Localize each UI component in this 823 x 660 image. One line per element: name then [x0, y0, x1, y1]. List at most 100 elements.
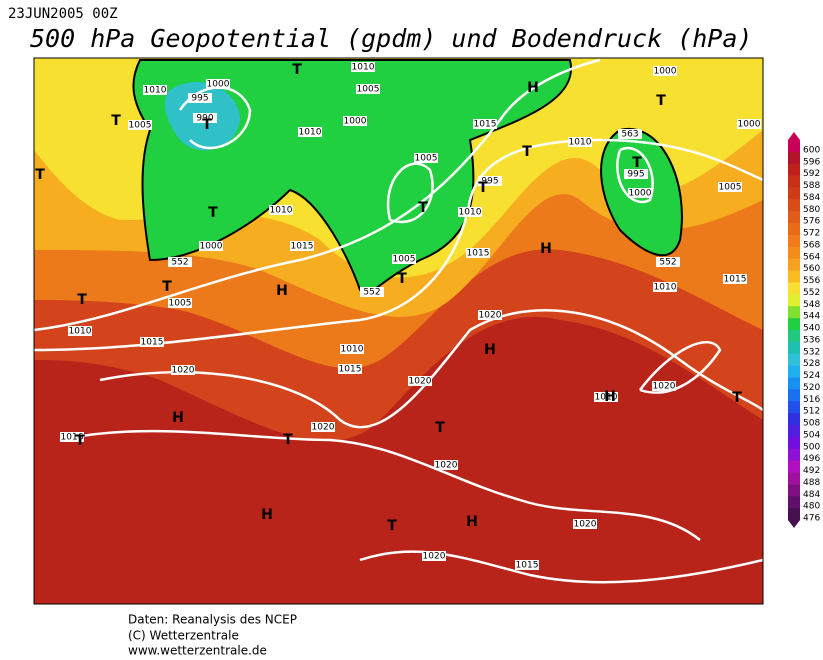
legend-label: 600	[803, 145, 820, 155]
legend-swatch	[788, 401, 800, 414]
map-frame	[33, 57, 764, 605]
legend-label: 504	[803, 430, 820, 440]
isobar-label: 1000	[200, 242, 223, 252]
pressure-center: T	[732, 390, 742, 406]
date: 23JUN2005 00Z	[8, 6, 118, 22]
isobar-label: 1010	[270, 206, 293, 216]
isobar-label: 1010	[654, 283, 677, 293]
pressure-center: T	[478, 180, 488, 196]
isobar-label: 1015	[724, 275, 747, 285]
pressure-center: T	[522, 144, 532, 160]
isobar-label: 1015	[516, 561, 539, 571]
legend-label: 536	[803, 335, 820, 345]
legend-cap	[788, 520, 800, 528]
label-box	[351, 62, 375, 72]
isobar-label: 1020	[653, 382, 676, 392]
label-box	[656, 257, 680, 267]
isobar-label: 1000	[629, 189, 652, 199]
legend-label: 544	[803, 312, 820, 322]
isobar-label: 1005	[169, 299, 192, 309]
isobar-label: 995	[627, 170, 644, 180]
label-box	[298, 127, 322, 137]
isobar-label: 1015	[474, 120, 497, 130]
legend-swatch	[788, 330, 800, 343]
legend-swatch	[788, 365, 800, 378]
legend-swatch	[788, 223, 800, 236]
map	[34, 58, 763, 604]
isobar-label: 1005	[719, 183, 742, 193]
legend-label: 476	[803, 514, 820, 524]
legend-swatch	[788, 484, 800, 497]
legend-swatch	[788, 460, 800, 473]
isobar-label: 1010	[341, 345, 364, 355]
legend-label: 508	[803, 419, 820, 429]
legend-swatch	[788, 413, 800, 426]
isobar-label: 1010	[569, 138, 592, 148]
isobar-label: 1010	[144, 86, 167, 96]
legend-swatch	[788, 353, 800, 367]
label-box	[199, 241, 223, 251]
isobar-label: 995	[481, 177, 498, 187]
isobar-label: 1000	[654, 67, 677, 77]
footer-line: (C) Wetterzentrale	[128, 629, 239, 643]
legend-label: 524	[803, 371, 820, 381]
legend-swatch	[788, 472, 800, 485]
isobar-label: 1020	[435, 461, 458, 471]
legend-swatch	[788, 341, 800, 355]
legend-swatch	[788, 140, 800, 153]
pressure-center: H	[484, 342, 496, 358]
legend-swatch	[788, 187, 800, 200]
label-box	[68, 326, 92, 336]
legend-label: 584	[803, 193, 820, 203]
legend-label: 484	[803, 490, 820, 500]
title: 500 hPa Geopotential (gpdm) und Bodendru…	[30, 24, 752, 53]
label-box	[392, 254, 416, 264]
label-box	[653, 282, 677, 292]
pressure-center: T	[435, 420, 445, 436]
legend-swatch	[788, 235, 800, 248]
label-box	[594, 392, 618, 402]
label-box	[60, 432, 84, 442]
pressure-center: H	[466, 514, 478, 530]
isobar-label: 1020	[312, 423, 335, 433]
pressure-center: T	[283, 432, 293, 448]
label-box	[128, 120, 152, 130]
isobar-label: 995	[191, 94, 208, 104]
label-box	[140, 337, 164, 347]
legend-swatch	[788, 508, 800, 521]
pressure-center: T	[35, 167, 45, 183]
label-box	[193, 113, 217, 123]
label-box	[168, 298, 192, 308]
footer-line: Daten: Reanalysis des NCEP	[128, 613, 297, 627]
label-box	[652, 381, 676, 391]
legend-label: 572	[803, 229, 820, 239]
legend-swatch	[788, 175, 800, 188]
pressure-center: T	[418, 200, 428, 216]
legend-label: 488	[803, 478, 820, 488]
legend-label: 556	[803, 276, 820, 286]
pressure-center: H	[540, 241, 552, 257]
label-box	[290, 241, 314, 251]
isobar-label: 1016	[61, 433, 84, 443]
pressure-center: T	[75, 433, 85, 449]
isobar-label: 1020	[574, 520, 597, 530]
pressure-center: T	[77, 292, 87, 308]
pressure-center: H	[276, 283, 288, 299]
isobar-label: 1000	[207, 80, 230, 90]
label-box	[269, 205, 293, 215]
legend-label: 496	[803, 454, 820, 464]
legend-label: 512	[803, 407, 820, 417]
legend-swatch	[788, 199, 800, 212]
pressure-center: T	[656, 93, 666, 109]
label-box	[360, 287, 384, 297]
label-box	[343, 116, 367, 126]
isobar-label: 1020	[172, 366, 195, 376]
label-box	[573, 519, 597, 529]
legend-label: 492	[803, 466, 820, 476]
isobar-label: 1015	[291, 242, 314, 252]
label-box	[434, 460, 458, 470]
label-box	[188, 93, 212, 103]
pressure-center: T	[208, 205, 218, 221]
label-box	[458, 207, 482, 217]
